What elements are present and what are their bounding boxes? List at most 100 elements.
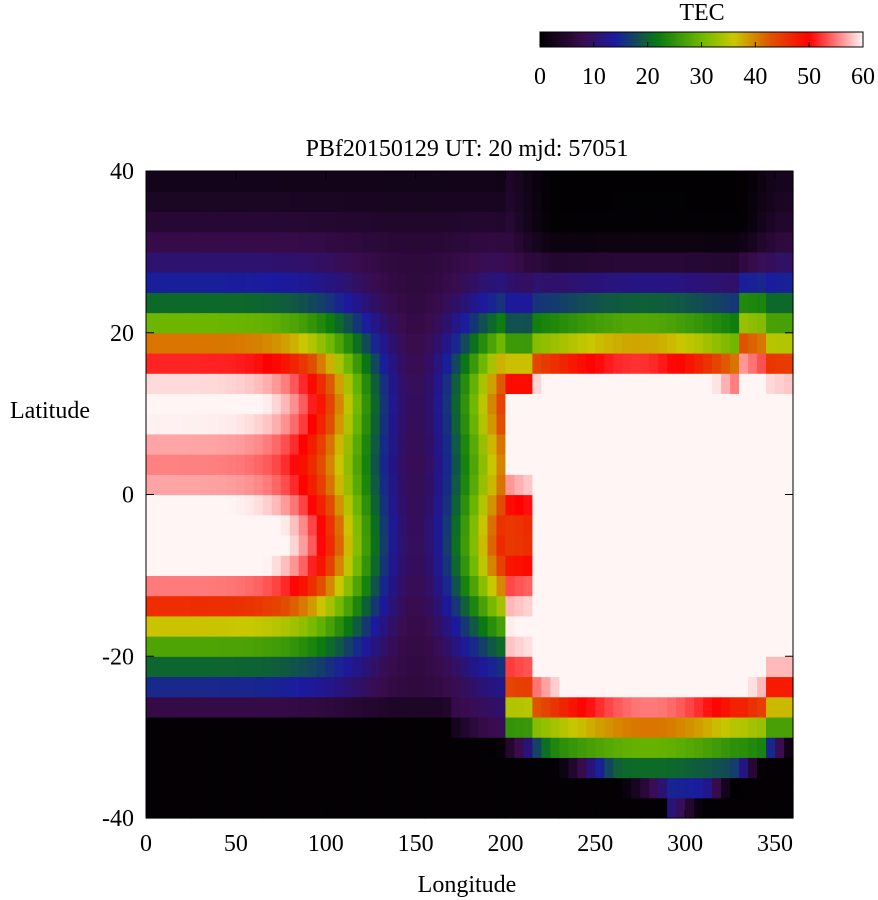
heatmap-cell — [604, 352, 614, 374]
heatmap-cell — [541, 231, 551, 253]
heatmap-cell — [433, 191, 444, 213]
heatmap-cell — [595, 656, 605, 678]
heatmap-cell — [649, 332, 659, 354]
heatmap-cell — [604, 696, 614, 718]
heatmap-cell — [244, 474, 255, 496]
heatmap-cell — [442, 413, 453, 435]
heatmap-cell — [361, 555, 372, 576]
heatmap-cell — [415, 454, 426, 475]
heatmap-cell — [748, 757, 758, 779]
heatmap-cell — [532, 676, 542, 698]
heatmap-cell — [676, 656, 686, 678]
heatmap-cell — [631, 413, 641, 435]
heatmap-cell — [775, 676, 785, 698]
heatmap-cell — [280, 676, 291, 698]
heatmap-cell — [685, 615, 695, 637]
heatmap-cell — [496, 656, 507, 678]
heatmap-cell — [280, 575, 291, 597]
heatmap-cell — [685, 797, 695, 819]
heatmap-cell — [424, 757, 435, 779]
heatmap-cell — [577, 676, 587, 698]
heatmap-cell — [397, 595, 408, 617]
heatmap-cell — [397, 737, 408, 758]
heatmap-cell — [487, 494, 498, 516]
heatmap-cell — [217, 312, 228, 334]
heatmap-cell — [199, 373, 210, 395]
heatmap-cell — [316, 312, 327, 334]
heatmap-cell — [676, 413, 686, 435]
heatmap-cell — [748, 373, 758, 395]
heatmap-cell — [307, 494, 318, 516]
heatmap-cell — [154, 514, 165, 536]
heatmap-cell — [604, 433, 614, 455]
heatmap-cell — [388, 757, 399, 779]
heatmap-cell — [298, 211, 309, 233]
heatmap-cell — [703, 292, 713, 314]
heatmap-cell — [235, 454, 246, 475]
heatmap-cell — [181, 494, 192, 516]
heatmap-cell — [505, 171, 516, 192]
heatmap-cell — [730, 454, 740, 475]
heatmap-cell — [146, 777, 156, 799]
heatmap-cell — [658, 393, 668, 415]
heatmap-cell — [379, 231, 390, 253]
heatmap-cell — [388, 555, 399, 576]
heatmap-cell — [784, 737, 794, 758]
heatmap-cell — [181, 555, 192, 576]
heatmap-cell — [550, 251, 560, 273]
heatmap-cell — [622, 454, 632, 475]
heatmap-cell — [307, 575, 318, 597]
heatmap-cell — [667, 514, 677, 536]
heatmap-cell — [343, 534, 354, 556]
heatmap-cell — [577, 555, 587, 576]
heatmap-cell — [325, 312, 336, 334]
heatmap-cell — [146, 433, 156, 455]
heatmap-cell — [424, 433, 435, 455]
heatmap-cell — [622, 292, 632, 314]
heatmap-cell — [532, 251, 542, 273]
heatmap-cell — [361, 312, 372, 334]
heatmap-cell — [352, 595, 363, 617]
heatmap-cell — [559, 797, 569, 819]
heatmap-cell — [550, 191, 560, 213]
heatmap-cell — [190, 615, 201, 637]
heatmap-cell — [352, 615, 363, 637]
heatmap-cell — [676, 251, 686, 273]
heatmap-cell — [766, 737, 776, 758]
heatmap-cell — [181, 797, 192, 819]
heatmap-cell — [235, 555, 246, 576]
heatmap-cell — [496, 575, 507, 597]
heatmap-cell — [748, 716, 758, 738]
heatmap-cell — [379, 312, 390, 334]
heatmap-cell — [235, 292, 246, 314]
heatmap-cell — [739, 696, 749, 718]
heatmap-cell — [640, 312, 650, 334]
heatmap-cell — [361, 352, 372, 374]
heatmap-cell — [532, 191, 542, 213]
heatmap-cell — [181, 272, 192, 293]
heatmap-cell — [316, 555, 327, 576]
heatmap-cell — [739, 595, 749, 617]
heatmap-cell — [577, 191, 587, 213]
heatmap-cell — [343, 595, 354, 617]
heatmap-cell — [586, 615, 596, 637]
heatmap-cell — [163, 595, 174, 617]
heatmap-cell — [146, 737, 156, 758]
heatmap-cell — [388, 332, 399, 354]
heatmap-cell — [523, 615, 534, 637]
heatmap-cell — [766, 696, 776, 718]
heatmap-cell — [316, 676, 327, 698]
heatmap-cell — [658, 514, 668, 536]
heatmap-cell — [586, 352, 596, 374]
heatmap-cell — [766, 797, 776, 819]
heatmap-cell — [433, 514, 444, 536]
heatmap-cell — [298, 777, 309, 799]
heatmap-cell — [388, 373, 399, 395]
heatmap-cell — [253, 656, 264, 678]
heatmap-cell — [442, 636, 453, 657]
heatmap-cell — [253, 534, 264, 556]
heatmap-cell — [190, 191, 201, 213]
heatmap-cell — [766, 636, 776, 657]
heatmap-cell — [163, 413, 174, 435]
heatmap-cell — [298, 352, 309, 374]
